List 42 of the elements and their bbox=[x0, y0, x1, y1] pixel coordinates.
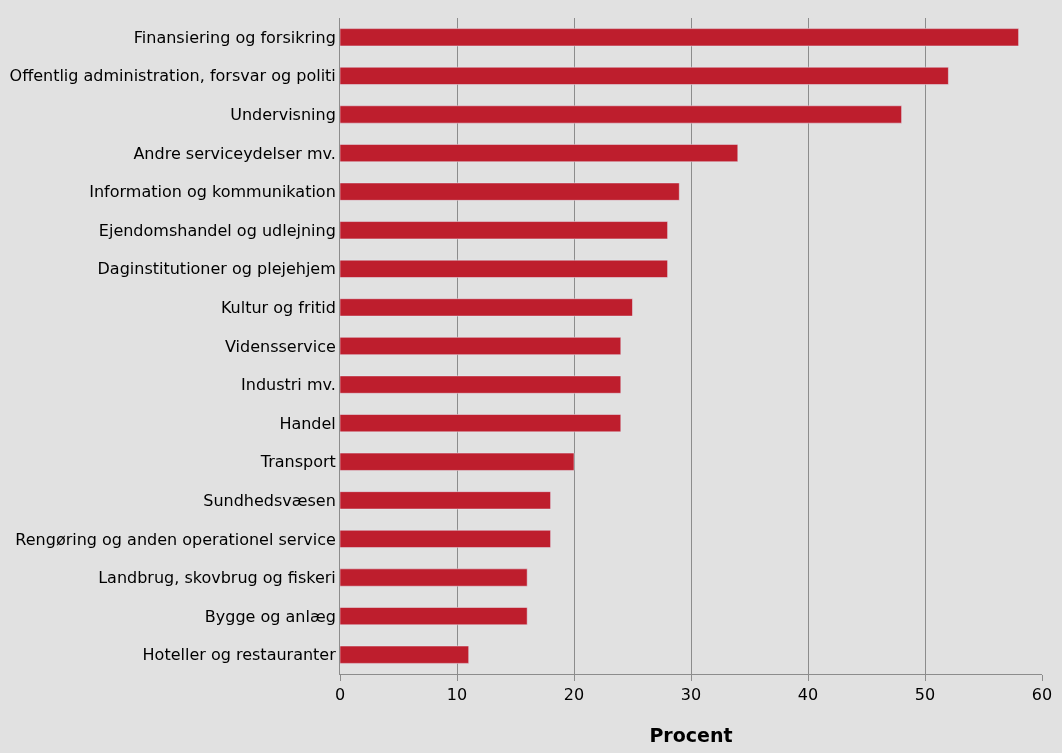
bar bbox=[340, 66, 949, 85]
y-tick-label: Kultur og fritid bbox=[220, 298, 336, 318]
bar bbox=[340, 259, 668, 278]
bar bbox=[340, 28, 1019, 47]
bar bbox=[340, 105, 902, 124]
bar bbox=[340, 530, 551, 548]
x-tick-label: 30 bbox=[680, 685, 702, 705]
y-tick-label: Andre serviceydelser mv. bbox=[133, 143, 336, 163]
y-tick-label: Vidensservice bbox=[224, 336, 336, 356]
bar bbox=[340, 607, 528, 626]
bar bbox=[340, 144, 739, 162]
bar bbox=[340, 298, 633, 317]
y-tick-label: Information og kommunikation bbox=[89, 182, 336, 202]
x-tick-label: 20 bbox=[563, 685, 585, 705]
y-tick-label: Undervisning bbox=[230, 105, 336, 125]
y-tick-label: Ejendomshandel og udlejning bbox=[98, 220, 336, 240]
bar bbox=[340, 414, 622, 433]
bar bbox=[340, 375, 622, 394]
y-tick-label: Offentlig administration, forsvar og politi bbox=[9, 66, 336, 86]
x-axis-title: Procent bbox=[649, 724, 733, 746]
bar bbox=[340, 568, 528, 587]
bar bbox=[340, 337, 622, 355]
x-tick-label: 50 bbox=[914, 685, 936, 705]
y-tick-label: Landbrug, skovbrug og fiskeri bbox=[98, 568, 336, 588]
bar bbox=[340, 221, 668, 240]
bar bbox=[340, 182, 680, 201]
bar bbox=[340, 491, 551, 510]
x-tick-label: 40 bbox=[797, 685, 819, 705]
y-tick-label: Finansiering og forsikring bbox=[133, 27, 336, 47]
y-tick-label: Rengøring og anden operationel service bbox=[15, 529, 336, 549]
y-tick-label: Daginstitutioner og plejehjem bbox=[97, 259, 336, 279]
y-tick-label: Sundhedsvæsen bbox=[203, 490, 336, 510]
y-tick-label: Industri mv. bbox=[241, 375, 336, 395]
x-tick-label: 10 bbox=[446, 685, 468, 705]
x-tick-label: 60 bbox=[1031, 685, 1053, 705]
y-tick-label: Handel bbox=[279, 413, 336, 433]
y-tick-label: Transport bbox=[259, 452, 336, 472]
bar bbox=[340, 452, 575, 471]
x-tick-label: 0 bbox=[334, 685, 346, 705]
bar bbox=[340, 645, 469, 664]
y-tick-label: Bygge og anlæg bbox=[204, 606, 336, 626]
y-tick-label: Hoteller og restauranter bbox=[142, 645, 337, 665]
